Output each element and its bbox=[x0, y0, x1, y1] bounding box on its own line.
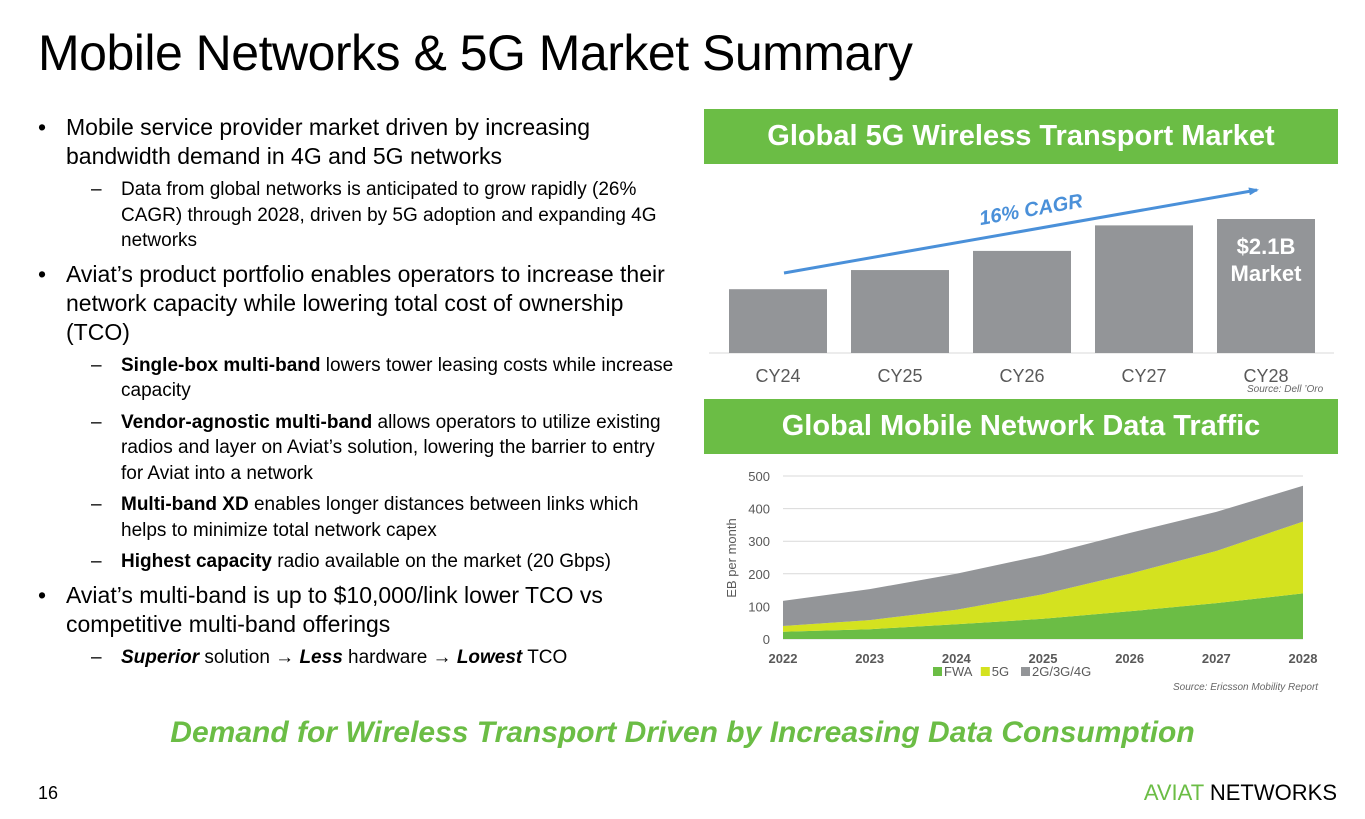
sub-bullet-text: Data from global networks is anticipated… bbox=[121, 179, 657, 251]
legend-swatch bbox=[1021, 667, 1030, 676]
y-tick-label: 0 bbox=[763, 632, 770, 647]
sub-bullet-text: TCO bbox=[522, 646, 568, 668]
sub-bullet-item: – Single-box multi-band lowers tower lea… bbox=[38, 353, 678, 404]
sub-bullet-item: – Multi-band XD enables longer distances… bbox=[38, 492, 678, 543]
y-tick-label: 200 bbox=[748, 567, 770, 582]
bullet-text: Aviat’s product portfolio enables operat… bbox=[66, 260, 665, 345]
bullet-dash: – bbox=[91, 411, 102, 433]
x-tick-label: 2022 bbox=[769, 651, 798, 666]
legend-label: FWA bbox=[944, 664, 973, 679]
bar-chart-source: Source: Dell ’Oro bbox=[1247, 384, 1324, 395]
bullet-dash: – bbox=[91, 551, 102, 572]
bar-chart-title-banner: Global 5G Wireless Transport Market bbox=[704, 109, 1338, 164]
sub-bullet-bold: Multi-band XD bbox=[121, 494, 249, 515]
tagline: Demand for Wireless Transport Driven by … bbox=[170, 716, 1195, 749]
bullet-dot: • bbox=[38, 260, 47, 287]
y-tick-label: 400 bbox=[748, 502, 770, 517]
bar-cy27 bbox=[1095, 225, 1193, 353]
bullet-dash: – bbox=[91, 646, 102, 668]
area-chart: 0 100 200 300 400 500 2022 2023 2024 2025 2026 2027… bbox=[724, 469, 1318, 679]
area-chart-title-banner: Global Mobile Network Data Traffic bbox=[704, 399, 1338, 454]
bar-category-label: CY25 bbox=[877, 366, 922, 386]
legend-label: 5G bbox=[992, 664, 1009, 679]
area-series-2g-3g-4g bbox=[783, 485, 1303, 626]
bar-category-label: CY24 bbox=[755, 366, 800, 386]
bullet-dash: – bbox=[91, 179, 102, 200]
x-tick-label: 2023 bbox=[855, 651, 884, 666]
sub-bullet-text: allows operators to utilize existing rad… bbox=[121, 411, 661, 484]
bullet-text: Mobile service provider market driven by… bbox=[66, 114, 591, 169]
sub-bullet-item: – Vendor-agnostic multi-band allows oper… bbox=[38, 410, 678, 487]
sub-bullet-bold: Vendor-agnostic multi-band bbox=[121, 411, 373, 433]
sub-bullet-text: lowers tower leasing costs while increas… bbox=[121, 354, 674, 402]
bar-cy25 bbox=[851, 270, 949, 353]
y-axis-label: EB per month bbox=[724, 518, 739, 598]
sub-bullet-item: – Data from global networks is anticipat… bbox=[38, 177, 678, 254]
bullet-dash: – bbox=[91, 494, 102, 515]
sub-bullet-bold-italic: Lowest bbox=[456, 646, 523, 668]
area-series-fwa bbox=[783, 593, 1303, 639]
legend-swatch bbox=[933, 667, 942, 676]
bar-cy24 bbox=[729, 289, 827, 353]
bar-chart: CY24 CY25 CY26 CY27 CY28 16% CAGR $2.1B Mark… bbox=[709, 187, 1334, 386]
x-tick-label: 2025 bbox=[1029, 651, 1058, 666]
bullet-list: • Mobile service provider market driven … bbox=[38, 113, 678, 676]
bar-category-label: CY26 bbox=[999, 366, 1044, 386]
bar-cy26 bbox=[973, 250, 1071, 353]
y-tick-label: 100 bbox=[748, 599, 770, 614]
sub-bullet-bold-italic: Superior bbox=[121, 646, 200, 668]
sub-bullet-bold: Highest capacity bbox=[121, 551, 272, 572]
sub-bullet-item: – Superior solution → Less hardware → Lo… bbox=[38, 645, 678, 671]
bullet-item: • Mobile service provider market driven … bbox=[38, 113, 678, 171]
area-chart-source: Source: Ericsson Mobility Report bbox=[1173, 682, 1319, 693]
logo-part-networks: NETWORKS bbox=[1209, 780, 1337, 805]
sub-bullet-bold-italic: Less bbox=[299, 646, 343, 668]
y-tick-label: 500 bbox=[748, 469, 770, 484]
sub-bullet-item: – Highest capacity radio available on th… bbox=[38, 549, 678, 575]
bar-category-label: CY27 bbox=[1121, 366, 1166, 386]
x-tick-label: 2027 bbox=[1202, 651, 1231, 666]
market-label: Market bbox=[1231, 261, 1303, 286]
x-tick-label: 2026 bbox=[1115, 651, 1144, 666]
bullet-item: • Aviat’s multi-band is up to $10,000/li… bbox=[38, 581, 678, 639]
cagr-arrow bbox=[783, 187, 1259, 275]
sub-bullet-text: solution → bbox=[199, 646, 300, 668]
bullet-dot: • bbox=[38, 114, 47, 140]
market-size-label: $2.1B bbox=[1237, 234, 1296, 259]
bullet-item: • Aviat’s product portfolio enables oper… bbox=[38, 260, 678, 347]
sub-bullet-text: enables longer distances between links w… bbox=[121, 494, 639, 541]
legend-label: 2G/3G/4G bbox=[1032, 664, 1091, 679]
x-tick-label: 2024 bbox=[942, 651, 972, 666]
slide-title: Mobile Networks & 5G Market Summary bbox=[38, 25, 913, 81]
area-series-5g bbox=[783, 521, 1303, 632]
page-number: 16 bbox=[38, 783, 59, 803]
sub-bullet-text: hardware → bbox=[342, 646, 457, 668]
logo-part-aviat: AVIAT bbox=[1143, 780, 1204, 805]
bullet-text: Aviat’s multi-band is up to $10,000/link… bbox=[66, 581, 603, 637]
bar-category-label: CY28 bbox=[1243, 366, 1288, 386]
sub-bullet-bold: Single-box multi-band bbox=[121, 354, 321, 376]
legend-swatch bbox=[980, 667, 990, 676]
company-logo: AVIAT NETWORKS bbox=[1144, 780, 1337, 806]
bar-cy28 bbox=[1217, 219, 1315, 353]
bullet-dash: – bbox=[91, 354, 102, 376]
x-tick-label: 2028 bbox=[1289, 651, 1318, 666]
bullet-dot: • bbox=[38, 581, 47, 608]
y-tick-label: 300 bbox=[748, 534, 770, 549]
sub-bullet-text: radio available on the market (20 Gbps) bbox=[272, 551, 612, 572]
